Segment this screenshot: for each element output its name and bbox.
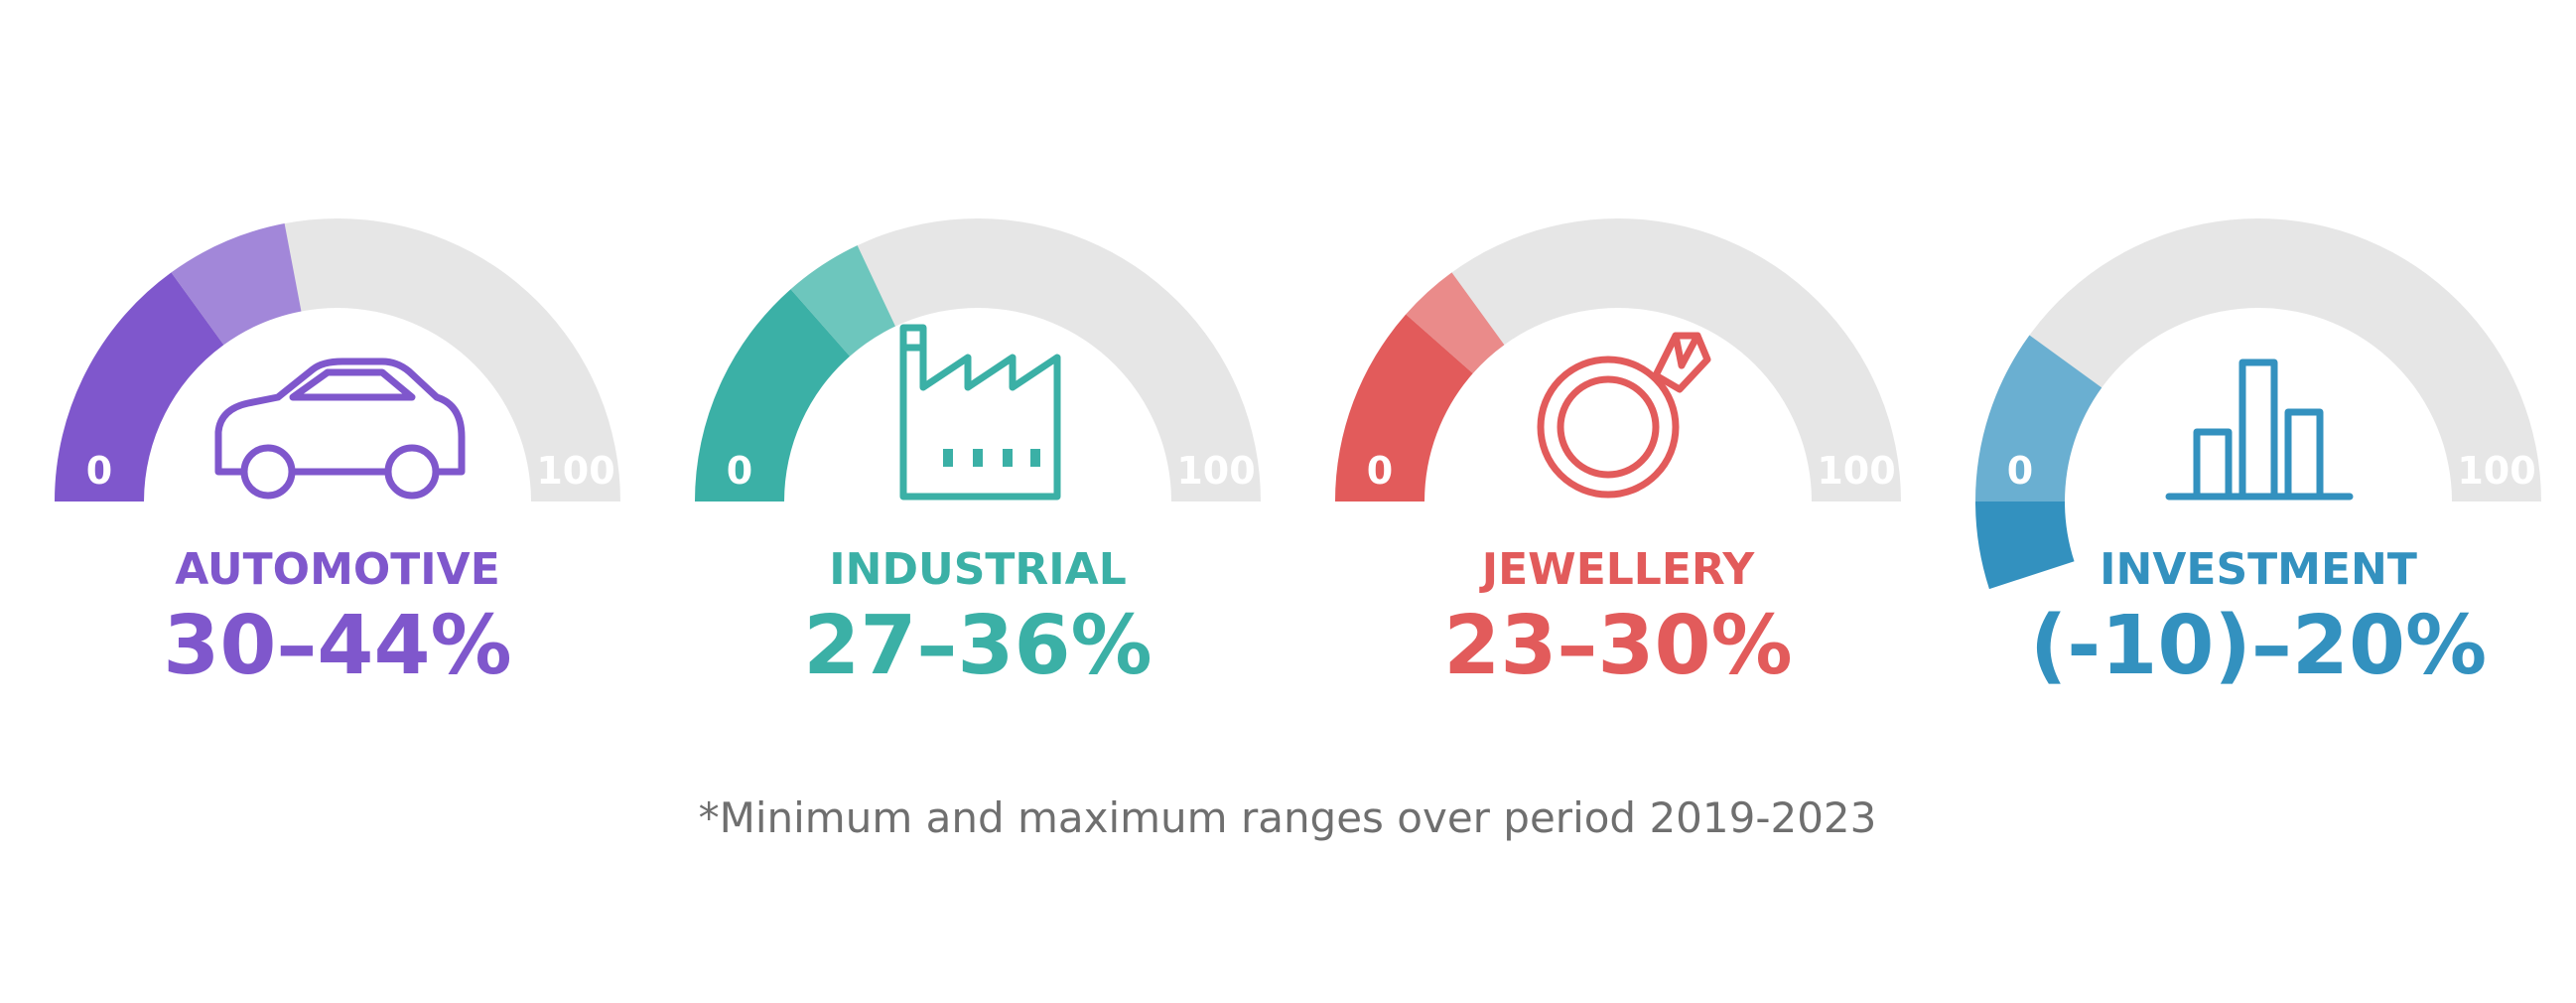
footnote: *Minimum and maximum ranges over period … [699,793,1877,842]
tick-label-max: 100 [1817,449,1895,493]
gauge-track [1975,218,2541,502]
range-label: 23–30% [1443,599,1792,693]
ring-icon [1537,332,1711,499]
range-label: 27–36% [803,599,1152,693]
factory-icon [899,324,1061,501]
gauge-base-segment [55,272,224,502]
gauge-track [1335,218,1901,502]
gauge-range-segment [790,245,895,357]
gauge-negative-segment [1975,502,2075,590]
gauge-base-segment [1335,314,1473,502]
tick-label-max: 100 [536,449,614,493]
gauge-range-segment [1975,335,2102,502]
category-label: INVESTMENT [2100,544,2417,595]
range-label: (-10)–20% [2030,599,2487,693]
gauge-range-segment [1406,272,1505,374]
tick-label-max: 100 [1176,449,1255,493]
tick-label-min: 0 [86,449,112,493]
car-icon [214,358,466,500]
gauge-range-segment [171,223,302,346]
category-label: INDUSTRIAL [829,544,1127,595]
tick-label-max: 100 [2457,449,2535,493]
category-label: JEWELLERY [1479,544,1756,595]
category-label: AUTOMOTIVE [175,544,500,595]
gauge-investment: 0 100 INVESTMENT(-10)–20% [1975,218,2541,693]
gauge-base-segment [695,289,851,502]
range-label: 30–44% [163,599,511,693]
tick-label-min: 0 [1367,449,1393,493]
bar-chart-icon [2165,358,2354,501]
tick-label-min: 0 [2007,449,2033,493]
tick-label-min: 0 [727,449,752,493]
